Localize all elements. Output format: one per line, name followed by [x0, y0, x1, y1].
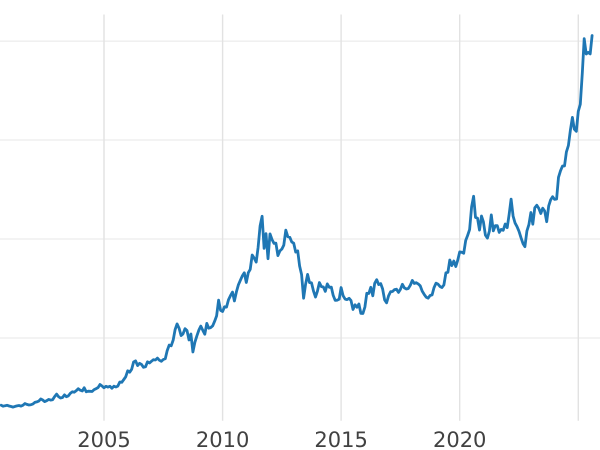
x-axis-tick-label-2010: 2010: [196, 428, 249, 450]
x-axis-tick-label-2005: 2005: [77, 428, 130, 450]
x-axis-tick-label-2020: 2020: [433, 428, 486, 450]
price-series-line: [0, 34, 594, 409]
x-axis-tick-label-2015: 2015: [314, 428, 367, 450]
